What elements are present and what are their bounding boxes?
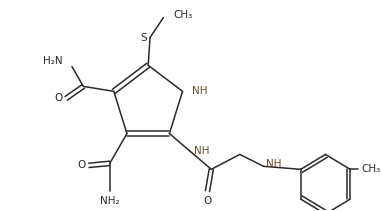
Text: CH₃: CH₃	[173, 10, 192, 20]
Text: NH: NH	[267, 159, 282, 169]
Text: H₂N: H₂N	[43, 55, 62, 66]
Text: NH₂: NH₂	[100, 196, 120, 206]
Text: NH: NH	[192, 86, 207, 96]
Text: CH₃: CH₃	[362, 164, 381, 174]
Text: O: O	[203, 196, 212, 206]
Text: O: O	[55, 93, 63, 103]
Text: NH: NH	[194, 146, 210, 156]
Text: S: S	[140, 34, 147, 43]
Text: O: O	[77, 160, 85, 170]
